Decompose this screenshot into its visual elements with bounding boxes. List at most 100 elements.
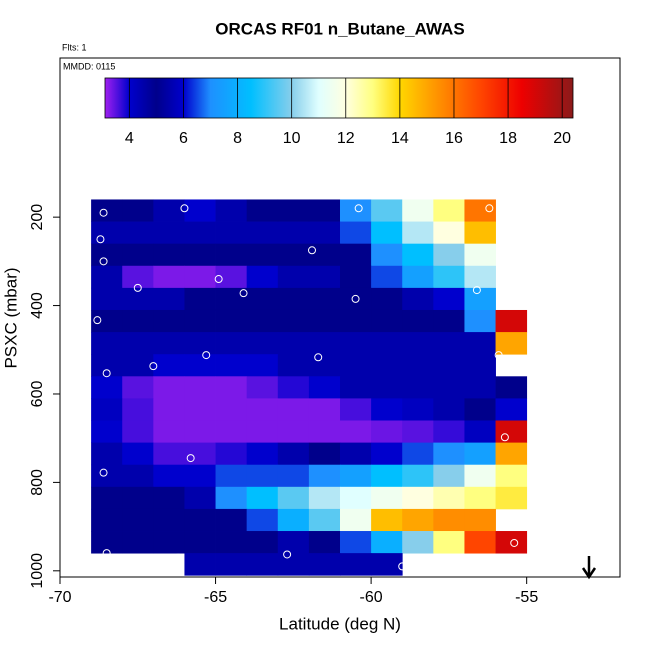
heat-cell xyxy=(308,553,341,576)
heat-cell xyxy=(246,398,279,421)
heat-cell xyxy=(308,486,341,510)
heat-cell xyxy=(91,442,123,466)
heat-cell xyxy=(371,243,403,267)
heat-cell xyxy=(184,442,216,466)
sample-point xyxy=(308,246,316,255)
heat-cell xyxy=(277,398,310,421)
heat-cell xyxy=(308,420,341,444)
heat-cell xyxy=(340,531,372,554)
heat-cell xyxy=(402,442,434,466)
heat-cell xyxy=(277,354,310,377)
heat-cell xyxy=(464,464,496,488)
heat-cell xyxy=(433,309,465,333)
heat-cell xyxy=(153,442,185,466)
heat-cell xyxy=(308,354,341,377)
heat-cell xyxy=(184,309,216,333)
heat-cell xyxy=(371,332,403,355)
plot-frame xyxy=(59,57,621,578)
heat-cell xyxy=(371,309,403,333)
heat-cell xyxy=(91,287,123,311)
wind-arrow xyxy=(581,556,597,580)
heat-cell xyxy=(308,309,341,333)
sample-point xyxy=(96,235,105,244)
heat-cell xyxy=(184,376,216,399)
heat-cell xyxy=(464,531,496,554)
y-axis-label: PSXC (mbar) xyxy=(1,267,20,368)
heat-cell xyxy=(277,243,310,267)
heat-cell xyxy=(184,508,216,532)
heat-cell xyxy=(91,243,123,267)
heat-cell xyxy=(277,221,310,245)
heat-cell xyxy=(433,420,465,444)
heat-cell xyxy=(371,442,403,466)
sample-point xyxy=(174,553,183,562)
sample-point xyxy=(202,351,211,360)
heat-cell xyxy=(402,398,434,421)
heat-cell xyxy=(340,398,372,421)
heat-cell xyxy=(371,486,403,510)
heat-cell xyxy=(153,354,185,377)
heat-cell xyxy=(402,309,434,333)
sample-point xyxy=(99,257,108,266)
heat-cell xyxy=(215,243,248,267)
heat-cell xyxy=(246,420,279,444)
heat-cell xyxy=(433,287,465,311)
heat-cell xyxy=(464,309,496,333)
heat-cell xyxy=(433,265,465,289)
heat-cell xyxy=(184,199,216,222)
heat-cell xyxy=(246,531,279,554)
heat-cell xyxy=(464,420,496,444)
x-tick-label: -65 xyxy=(204,589,227,606)
sample-point xyxy=(149,362,158,371)
heat-cell xyxy=(402,376,434,399)
heat-cell xyxy=(340,486,372,510)
heat-cell xyxy=(153,243,185,267)
heat-cell xyxy=(402,486,434,510)
heat-cell xyxy=(402,199,434,222)
heat-cell xyxy=(91,420,123,444)
heat-cell xyxy=(277,442,310,466)
heat-cell xyxy=(153,486,185,510)
heat-cell xyxy=(215,332,248,355)
heat-cell xyxy=(402,332,434,355)
heat-cell xyxy=(464,221,496,245)
heat-cell xyxy=(153,531,185,554)
heat-cell xyxy=(308,265,341,289)
heat-cell xyxy=(246,243,279,267)
heat-cell xyxy=(277,531,310,554)
heat-cell xyxy=(371,398,403,421)
heat-cell xyxy=(308,221,341,245)
heat-cell xyxy=(215,265,248,289)
heat-cell xyxy=(153,265,185,289)
sample-point xyxy=(102,369,111,378)
heatmap xyxy=(91,199,528,576)
axes: -70 -65 -60 -55 200 400 600 800 1000 xyxy=(29,204,538,607)
heat-cell xyxy=(340,332,372,355)
heat-cell xyxy=(402,354,434,377)
sample-point xyxy=(214,275,223,284)
heat-cell xyxy=(184,332,216,355)
heat-cell xyxy=(277,332,310,355)
heat-cell xyxy=(184,265,216,289)
colorbar-tick-label: 6 xyxy=(179,130,188,147)
colorbar-tick-label: 12 xyxy=(337,130,355,147)
heat-cell xyxy=(246,332,279,355)
colorbar-tick-label: 20 xyxy=(553,130,571,147)
heat-cell xyxy=(246,265,279,289)
x-tick-label: -60 xyxy=(360,589,383,606)
sample-point xyxy=(239,289,248,298)
heat-cell xyxy=(308,398,341,421)
heat-cell xyxy=(215,420,248,444)
heat-cell xyxy=(495,332,528,355)
heat-cell xyxy=(433,354,465,377)
heat-cell xyxy=(433,221,465,245)
heat-cell xyxy=(371,376,403,399)
sample-point xyxy=(494,351,503,360)
sample-point xyxy=(93,316,102,325)
heat-cell xyxy=(215,354,248,377)
y-tick-label: 800 xyxy=(29,469,46,496)
heat-cell xyxy=(464,332,496,355)
heat-cell xyxy=(433,442,465,466)
heat-cell xyxy=(464,354,496,377)
